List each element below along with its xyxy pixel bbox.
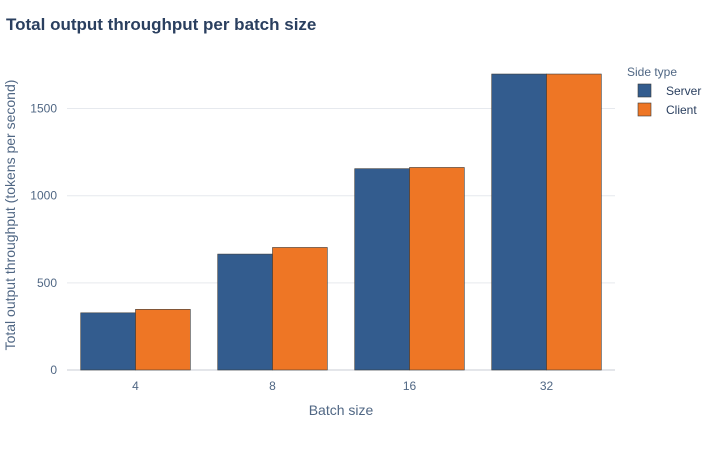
- x-axis-label: Batch size: [309, 402, 374, 418]
- x-tick-label: 4: [132, 379, 139, 393]
- y-axis-ticks: 0 500 1000 1500: [30, 102, 57, 377]
- bar-server-32: [491, 73, 547, 371]
- legend-label: Server: [666, 84, 701, 98]
- legend: Side type Server Client: [627, 65, 701, 117]
- bars: [80, 73, 602, 371]
- bar-client-8: [272, 247, 328, 371]
- bar-client-16: [409, 167, 465, 371]
- y-tick-label: 1500: [30, 102, 57, 116]
- y-tick-label: 0: [50, 363, 57, 377]
- legend-label: Client: [666, 103, 697, 117]
- bar-server-8: [217, 253, 273, 371]
- y-tick-label: 500: [37, 276, 57, 290]
- legend-title: Side type: [627, 65, 677, 79]
- legend-swatch: [637, 102, 652, 117]
- legend-swatch: [637, 83, 652, 98]
- y-axis-label: Total output throughput (tokens per seco…: [2, 80, 18, 351]
- chart-title: Total output throughput per batch size: [6, 15, 316, 34]
- x-tick-label: 8: [269, 379, 276, 393]
- legend-item-server[interactable]: Server: [637, 83, 701, 98]
- legend-item-client[interactable]: Client: [637, 102, 697, 117]
- x-axis-ticks: 4 8 16 32: [132, 379, 553, 393]
- x-tick-label: 16: [403, 379, 417, 393]
- bar-server-4: [80, 312, 136, 371]
- x-tick-label: 32: [540, 379, 554, 393]
- bar-client-4: [135, 309, 191, 371]
- y-tick-label: 1000: [30, 189, 57, 203]
- bar-client-32: [546, 73, 602, 371]
- bar-server-16: [354, 168, 410, 371]
